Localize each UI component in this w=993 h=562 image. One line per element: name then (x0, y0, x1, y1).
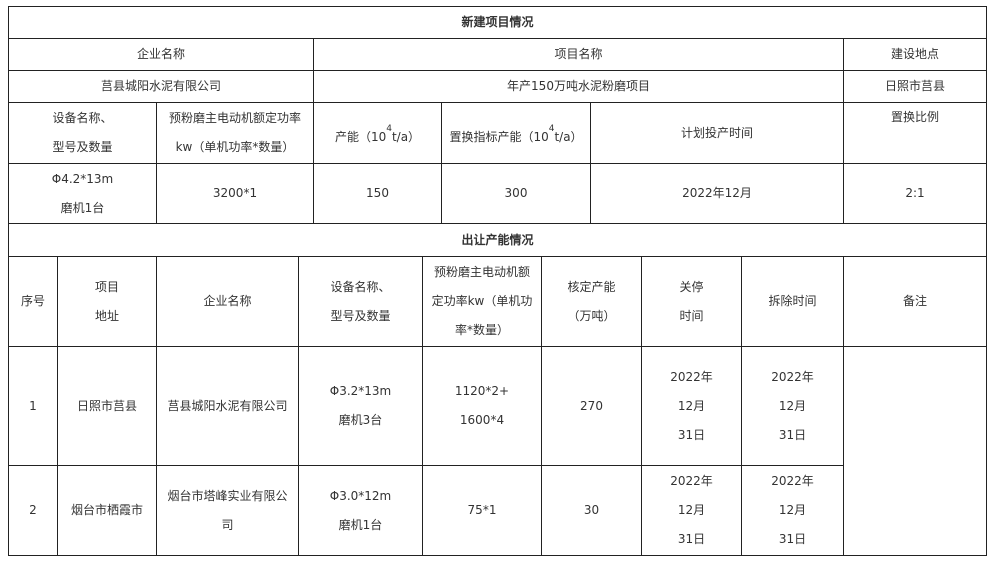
header-replace-capacity: 置换指标产能（104t/a） (441, 102, 591, 164)
row1-demolish-time: 2022年 12月 31日 (741, 346, 844, 466)
th-stop-time: 关停 时间 (641, 256, 742, 347)
header-text: 置换指标产能（104t/a） (449, 123, 583, 144)
value-text: Φ4.2*13m (51, 171, 114, 186)
header-ratio: 置换比例 (843, 102, 987, 164)
transfer-title: 出让产能情况 (8, 223, 987, 257)
th-capacity: 核定产能 （万吨） (541, 256, 642, 347)
th-power: 预粉磨主电动机额 定功率kw（单机功 率*数量） (422, 256, 542, 347)
th-company: 企业名称 (156, 256, 299, 347)
row1-capacity: 270 (541, 346, 642, 466)
value-project: 年产150万吨水泥粉磨项目 (313, 70, 844, 103)
row1-power: 1120*2+ 1600*4 (422, 346, 542, 466)
value-text: 磨机1台 (60, 200, 105, 215)
header-location: 建设地点 (843, 38, 987, 71)
header-plan-time: 计划投产时间 (590, 102, 844, 164)
value-location: 日照市莒县 (843, 70, 987, 103)
th-address: 项目 地址 (57, 256, 157, 347)
header-text: 预粉磨主电动机额定功率 (168, 111, 301, 125)
row2-address: 烟台市栖霞市 (57, 465, 157, 556)
row1-no: 1 (8, 346, 58, 466)
row2-demolish-time: 2022年 12月 31日 (741, 465, 844, 556)
header-text: 型号及数量 (52, 140, 113, 154)
header-text: 设备名称、 (52, 111, 113, 125)
value-capacity: 150 (313, 163, 442, 224)
remark-cell (843, 346, 987, 556)
value-company: 莒县城阳水泥有限公司 (8, 70, 314, 103)
value-plan-time: 2022年12月 (590, 163, 844, 224)
header-capacity: 产能（104t/a） (313, 102, 442, 164)
header-power: 预粉磨主电动机额定功率 kw（单机功率*数量） (156, 102, 314, 164)
new-project-title: 新建项目情况 (8, 6, 987, 39)
th-demolish-time: 拆除时间 (741, 256, 844, 347)
row1-company: 莒县城阳水泥有限公司 (156, 346, 299, 466)
value-equipment: Φ4.2*13m 磨机1台 (8, 163, 157, 224)
row2-power: 75*1 (422, 465, 542, 556)
header-equipment: 设备名称、型号及数量 (8, 102, 157, 164)
row2-no: 2 (8, 465, 58, 556)
header-company: 企业名称 (8, 38, 314, 71)
row1-stop-time: 2022年 12月 31日 (641, 346, 742, 466)
row2-stop-time: 2022年 12月 31日 (641, 465, 742, 556)
value-replace: 300 (441, 163, 591, 224)
header-project: 项目名称 (313, 38, 844, 71)
value-ratio: 2:1 (843, 163, 987, 224)
header-text: 产能（104t/a） (334, 123, 421, 144)
th-equipment: 设备名称、 型号及数量 (298, 256, 423, 347)
row2-equipment: Φ3.0*12m 磨机1台 (298, 465, 423, 556)
row2-capacity: 30 (541, 465, 642, 556)
row2-company: 烟台市塔峰实业有限公司 (156, 465, 299, 556)
th-no: 序号 (8, 256, 58, 347)
th-remark: 备注 (843, 256, 987, 347)
row1-address: 日照市莒县 (57, 346, 157, 466)
header-text: kw（单机功率*数量） (175, 140, 295, 154)
row1-equipment: Φ3.2*13m 磨机3台 (298, 346, 423, 466)
value-power: 3200*1 (156, 163, 314, 224)
